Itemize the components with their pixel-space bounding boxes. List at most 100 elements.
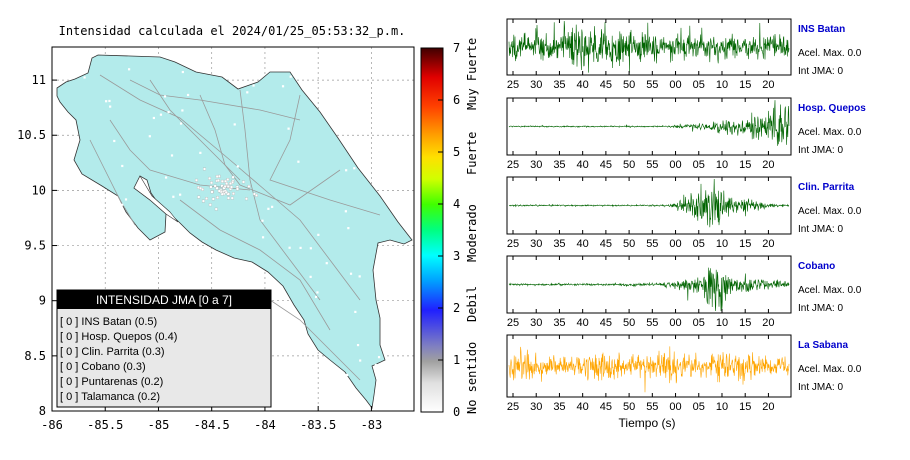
time-tick-label: 05 <box>693 159 705 171</box>
town-marker <box>182 283 185 286</box>
town-marker <box>281 85 285 88</box>
town-marker <box>109 105 112 108</box>
waveform-line <box>508 346 790 393</box>
category-muy-fuerte: Muy Fuerte <box>465 38 479 110</box>
town-marker <box>347 227 350 230</box>
town-marker <box>236 165 239 168</box>
town-marker <box>232 192 235 196</box>
time-tick-label: 50 <box>623 401 635 413</box>
x-tick-label: -83 <box>361 418 383 432</box>
time-tick-label: 00 <box>669 238 681 250</box>
town-marker <box>205 197 209 200</box>
town-marker <box>210 181 213 185</box>
town-marker <box>181 70 184 74</box>
town-marker <box>132 273 135 276</box>
waveform-line <box>508 20 790 73</box>
waveform-line <box>508 100 790 146</box>
time-tick-label: 15 <box>739 401 751 413</box>
town-marker <box>335 60 338 64</box>
category-fuerte: Fuerte <box>465 132 479 175</box>
y-tick-label: 8 <box>39 404 46 418</box>
town-marker <box>261 236 265 239</box>
town-marker <box>215 175 219 178</box>
town-marker <box>121 164 124 168</box>
town-marker <box>316 291 319 294</box>
time-tick-label: 25 <box>507 317 519 329</box>
town-marker <box>225 182 229 185</box>
road <box>129 79 301 121</box>
time-tick-label: 40 <box>577 79 589 91</box>
time-tick-label: 00 <box>669 79 681 91</box>
x-tick-label: -84.5 <box>194 418 230 432</box>
town-marker <box>220 192 224 196</box>
time-tick-label: 05 <box>693 238 705 250</box>
time-tick-label: 15 <box>739 79 751 91</box>
town-marker <box>345 169 348 172</box>
time-tick-label: 55 <box>646 238 658 250</box>
town-marker <box>148 135 151 138</box>
town-marker <box>186 93 190 97</box>
road <box>269 94 381 216</box>
time-tick-label: 45 <box>600 238 612 250</box>
time-tick-label: 25 <box>507 79 519 91</box>
town-marker <box>194 178 198 182</box>
station-jma: Int JMA: 0 <box>798 382 843 393</box>
town-marker <box>169 265 172 268</box>
time-tick-label: 45 <box>600 401 612 413</box>
colorbar-ticks: 0 1 2 3 4 5 6 7 <box>438 41 460 419</box>
town-marker <box>117 230 121 233</box>
road <box>239 89 321 301</box>
town-marker <box>236 187 239 191</box>
towns <box>83 60 382 377</box>
road <box>199 94 341 206</box>
colorbar-gradient <box>420 47 444 413</box>
town-marker <box>127 68 131 71</box>
town-marker <box>179 193 182 196</box>
town-marker <box>171 261 175 264</box>
station-accel: Acel. Max. 0.0 <box>798 285 862 296</box>
town-marker <box>362 167 365 170</box>
town-marker <box>201 263 204 266</box>
seismogram-panel: 25 30 35 40 45 50 55 00 05 10 15 20 Hosp. Quepos Acel… <box>506 97 866 171</box>
town-marker <box>379 158 382 161</box>
town-marker <box>325 262 328 265</box>
time-tick-label: 55 <box>646 159 658 171</box>
town-marker <box>271 205 274 208</box>
time-tick-label: 30 <box>530 401 542 413</box>
town-marker <box>354 136 358 139</box>
town-marker <box>216 179 220 182</box>
y-tick-label: 11 <box>32 73 46 87</box>
town-marker <box>193 251 196 254</box>
trace-frame <box>506 18 792 76</box>
x-tick-label: -85.5 <box>87 418 123 432</box>
town-marker <box>252 84 255 87</box>
town-marker <box>210 190 214 194</box>
legend-item: [ 0 ] Puntarenas (0.2) <box>60 376 163 388</box>
town-marker <box>374 363 377 367</box>
road <box>89 139 136 226</box>
y-tick-label: 9.5 <box>24 239 46 253</box>
town-marker <box>364 71 367 74</box>
town-marker <box>211 197 215 201</box>
town-marker <box>309 275 312 278</box>
intensity-legend: INTENSIDAD JMA [0 a 7] [ 0 ] INS Batan (… <box>56 289 272 408</box>
category-moderado: Moderado <box>465 204 479 262</box>
time-tick-label: 35 <box>553 79 565 91</box>
time-tick-label: 50 <box>623 238 635 250</box>
y-tick-label: 9 <box>39 294 46 308</box>
town-marker <box>375 107 378 110</box>
time-tick-label: 40 <box>577 159 589 171</box>
town-marker <box>85 200 88 203</box>
map-panel: -86 -85.5 -85 -84.5 -84 -83.5 -83 8 8.5 9 9.5 10 10… <box>17 46 415 432</box>
town-marker <box>233 288 236 291</box>
time-tick-label: 40 <box>577 238 589 250</box>
map-frame <box>51 46 415 412</box>
town-marker <box>89 204 92 207</box>
time-axis-label: Tiempo (s) <box>619 416 676 430</box>
town-marker <box>359 359 362 362</box>
legend-item: [ 0 ] INS Batan (0.5) <box>60 316 157 328</box>
time-tick-label: 50 <box>623 317 635 329</box>
colorbar-tick-label: 2 <box>453 301 460 315</box>
town-marker <box>345 130 349 133</box>
town-marker <box>242 180 245 184</box>
